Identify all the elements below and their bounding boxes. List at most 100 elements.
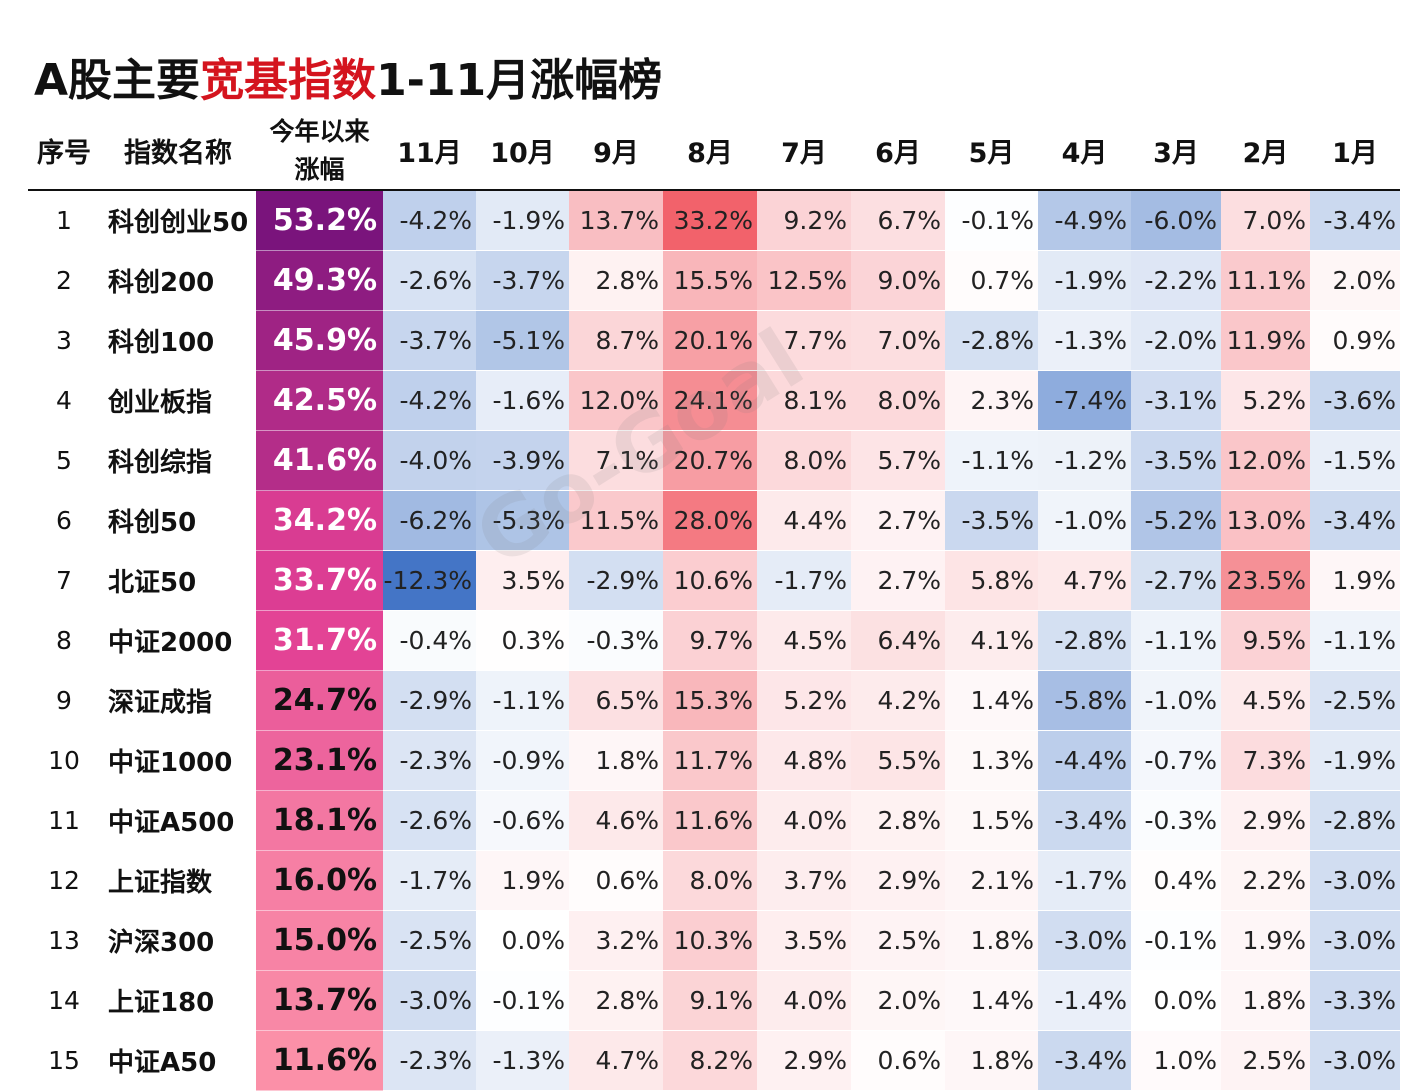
month-value-cell: -7.4% (1038, 370, 1131, 431)
title-part-1: A股主要 (34, 55, 201, 106)
month-value-cell: 4.0% (757, 970, 851, 1031)
month-value-cell: -3.3% (1310, 970, 1400, 1031)
month-value-cell: -3.0% (1310, 910, 1400, 971)
month-value-cell: -2.5% (383, 910, 476, 971)
month-value-cell: 2.9% (1221, 790, 1310, 851)
header-month-2: 2月 (1221, 112, 1310, 191)
header-month-11: 11月 (383, 112, 476, 191)
month-value-cell: 2.9% (757, 1030, 851, 1091)
month-value-cell: 2.0% (851, 970, 945, 1031)
month-value-cell: -5.1% (476, 310, 569, 371)
month-value-cell: 15.5% (663, 250, 757, 311)
month-value-cell: -3.0% (383, 970, 476, 1031)
month-value-cell: 8.1% (757, 370, 851, 431)
month-value-cell: 1.9% (476, 850, 569, 911)
header-month-8: 8月 (663, 112, 757, 191)
month-value-cell: -0.1% (476, 970, 569, 1031)
ytd-value-cell: 45.9% (256, 310, 383, 371)
month-value-cell: 28.0% (663, 490, 757, 551)
month-value-cell: 8.0% (663, 850, 757, 911)
month-value-cell: 2.3% (945, 370, 1038, 431)
month-value-cell: -0.1% (945, 190, 1038, 251)
month-value-cell: -3.1% (1131, 370, 1221, 431)
month-value-cell: -4.9% (1038, 190, 1131, 251)
row-rank: 7 (28, 550, 100, 611)
month-value-cell: -2.3% (383, 1030, 476, 1091)
header-ytd-line2: 涨幅 (294, 154, 345, 184)
month-value-cell: 11.9% (1221, 310, 1310, 371)
month-value-cell: 4.7% (569, 1030, 663, 1091)
month-value-cell: 23.5% (1221, 550, 1310, 611)
month-value-cell: 5.5% (851, 730, 945, 791)
month-value-cell: -1.5% (1310, 430, 1400, 491)
header-month-9: 9月 (569, 112, 663, 191)
table-row: 15 中证A50 11.6% -2.3% -1.3% 4.7% 8.2% 2.9% 0.6% 1.… (28, 1030, 1400, 1091)
month-value-cell: -3.7% (383, 310, 476, 371)
month-value-cell: 3.2% (569, 910, 663, 971)
row-index-name: 中证A50 (100, 1030, 256, 1091)
month-value-cell: 9.2% (757, 190, 851, 251)
month-value-cell: 1.3% (945, 730, 1038, 791)
row-index-name: 上证指数 (100, 850, 256, 911)
month-value-cell: 2.8% (569, 250, 663, 311)
month-value-cell: 2.1% (945, 850, 1038, 911)
row-rank: 8 (28, 610, 100, 671)
month-value-cell: 1.8% (569, 730, 663, 791)
month-value-cell: -1.3% (1038, 310, 1131, 371)
ytd-value-cell: 42.5% (256, 370, 383, 431)
month-value-cell: 9.5% (1221, 610, 1310, 671)
month-value-cell: 3.5% (757, 910, 851, 971)
month-value-cell: 20.7% (663, 430, 757, 491)
month-value-cell: -1.9% (476, 190, 569, 251)
month-value-cell: -3.5% (945, 490, 1038, 551)
month-value-cell: 2.8% (851, 790, 945, 851)
row-rank: 4 (28, 370, 100, 431)
table-row: 6 科创50 34.2% -6.2% -5.3% 11.5% 28.0% 4.4% 2.7% -3… (28, 490, 1400, 551)
month-value-cell: 0.6% (569, 850, 663, 911)
month-value-cell: -4.2% (383, 190, 476, 251)
month-value-cell: 0.3% (476, 610, 569, 671)
month-value-cell: -1.7% (1038, 850, 1131, 911)
table-body: 1 科创创业50 53.2% -4.2% -1.9% 13.7% 33.2% 9.2% 6.7%… (28, 190, 1400, 1091)
month-value-cell: -2.9% (569, 550, 663, 611)
month-value-cell: 8.7% (569, 310, 663, 371)
ytd-value-cell: 49.3% (256, 250, 383, 311)
month-value-cell: 4.7% (1038, 550, 1131, 611)
table-row: 10 中证1000 23.1% -2.3% -0.9% 1.8% 11.7% 4.8% 5.5%… (28, 730, 1400, 791)
row-rank: 5 (28, 430, 100, 491)
month-value-cell: 4.2% (851, 670, 945, 731)
ytd-value-cell: 53.2% (256, 190, 383, 251)
row-rank: 6 (28, 490, 100, 551)
row-index-name: 中证A500 (100, 790, 256, 851)
row-rank: 3 (28, 310, 100, 371)
month-value-cell: 7.7% (757, 310, 851, 371)
header-rank: 序号 (28, 112, 100, 191)
month-value-cell: -3.9% (476, 430, 569, 491)
ytd-value-cell: 34.2% (256, 490, 383, 551)
month-value-cell: -3.4% (1038, 790, 1131, 851)
month-value-cell: 4.6% (569, 790, 663, 851)
month-value-cell: -1.9% (1038, 250, 1131, 311)
month-value-cell: -1.1% (1131, 610, 1221, 671)
header-row: 序号 指数名称 今年以来 涨幅 11月 10月 9月 8月 7月 6月 5月 4月… (28, 112, 1400, 191)
month-value-cell: 9.0% (851, 250, 945, 311)
month-value-cell: 6.5% (569, 670, 663, 731)
month-value-cell: -1.7% (757, 550, 851, 611)
month-value-cell: 4.8% (757, 730, 851, 791)
month-value-cell: 15.3% (663, 670, 757, 731)
month-value-cell: 8.2% (663, 1030, 757, 1091)
month-value-cell: 10.6% (663, 550, 757, 611)
month-value-cell: -1.2% (1038, 430, 1131, 491)
table-row: 12 上证指数 16.0% -1.7% 1.9% 0.6% 8.0% 3.7% 2.9% 2.1%… (28, 850, 1400, 911)
month-value-cell: -2.6% (383, 250, 476, 311)
table-row: 2 科创200 49.3% -2.6% -3.7% 2.8% 15.5% 12.5% 9.0% 0… (28, 250, 1400, 311)
title-part-3: 1-11月涨幅榜 (376, 55, 663, 106)
month-value-cell: 8.0% (851, 370, 945, 431)
month-value-cell: 4.5% (1221, 670, 1310, 731)
month-value-cell: 2.7% (851, 490, 945, 551)
row-index-name: 科创创业50 (100, 190, 256, 251)
month-value-cell: -6.0% (1131, 190, 1221, 251)
month-value-cell: -1.1% (476, 670, 569, 731)
row-rank: 11 (28, 790, 100, 851)
month-value-cell: 13.7% (569, 190, 663, 251)
